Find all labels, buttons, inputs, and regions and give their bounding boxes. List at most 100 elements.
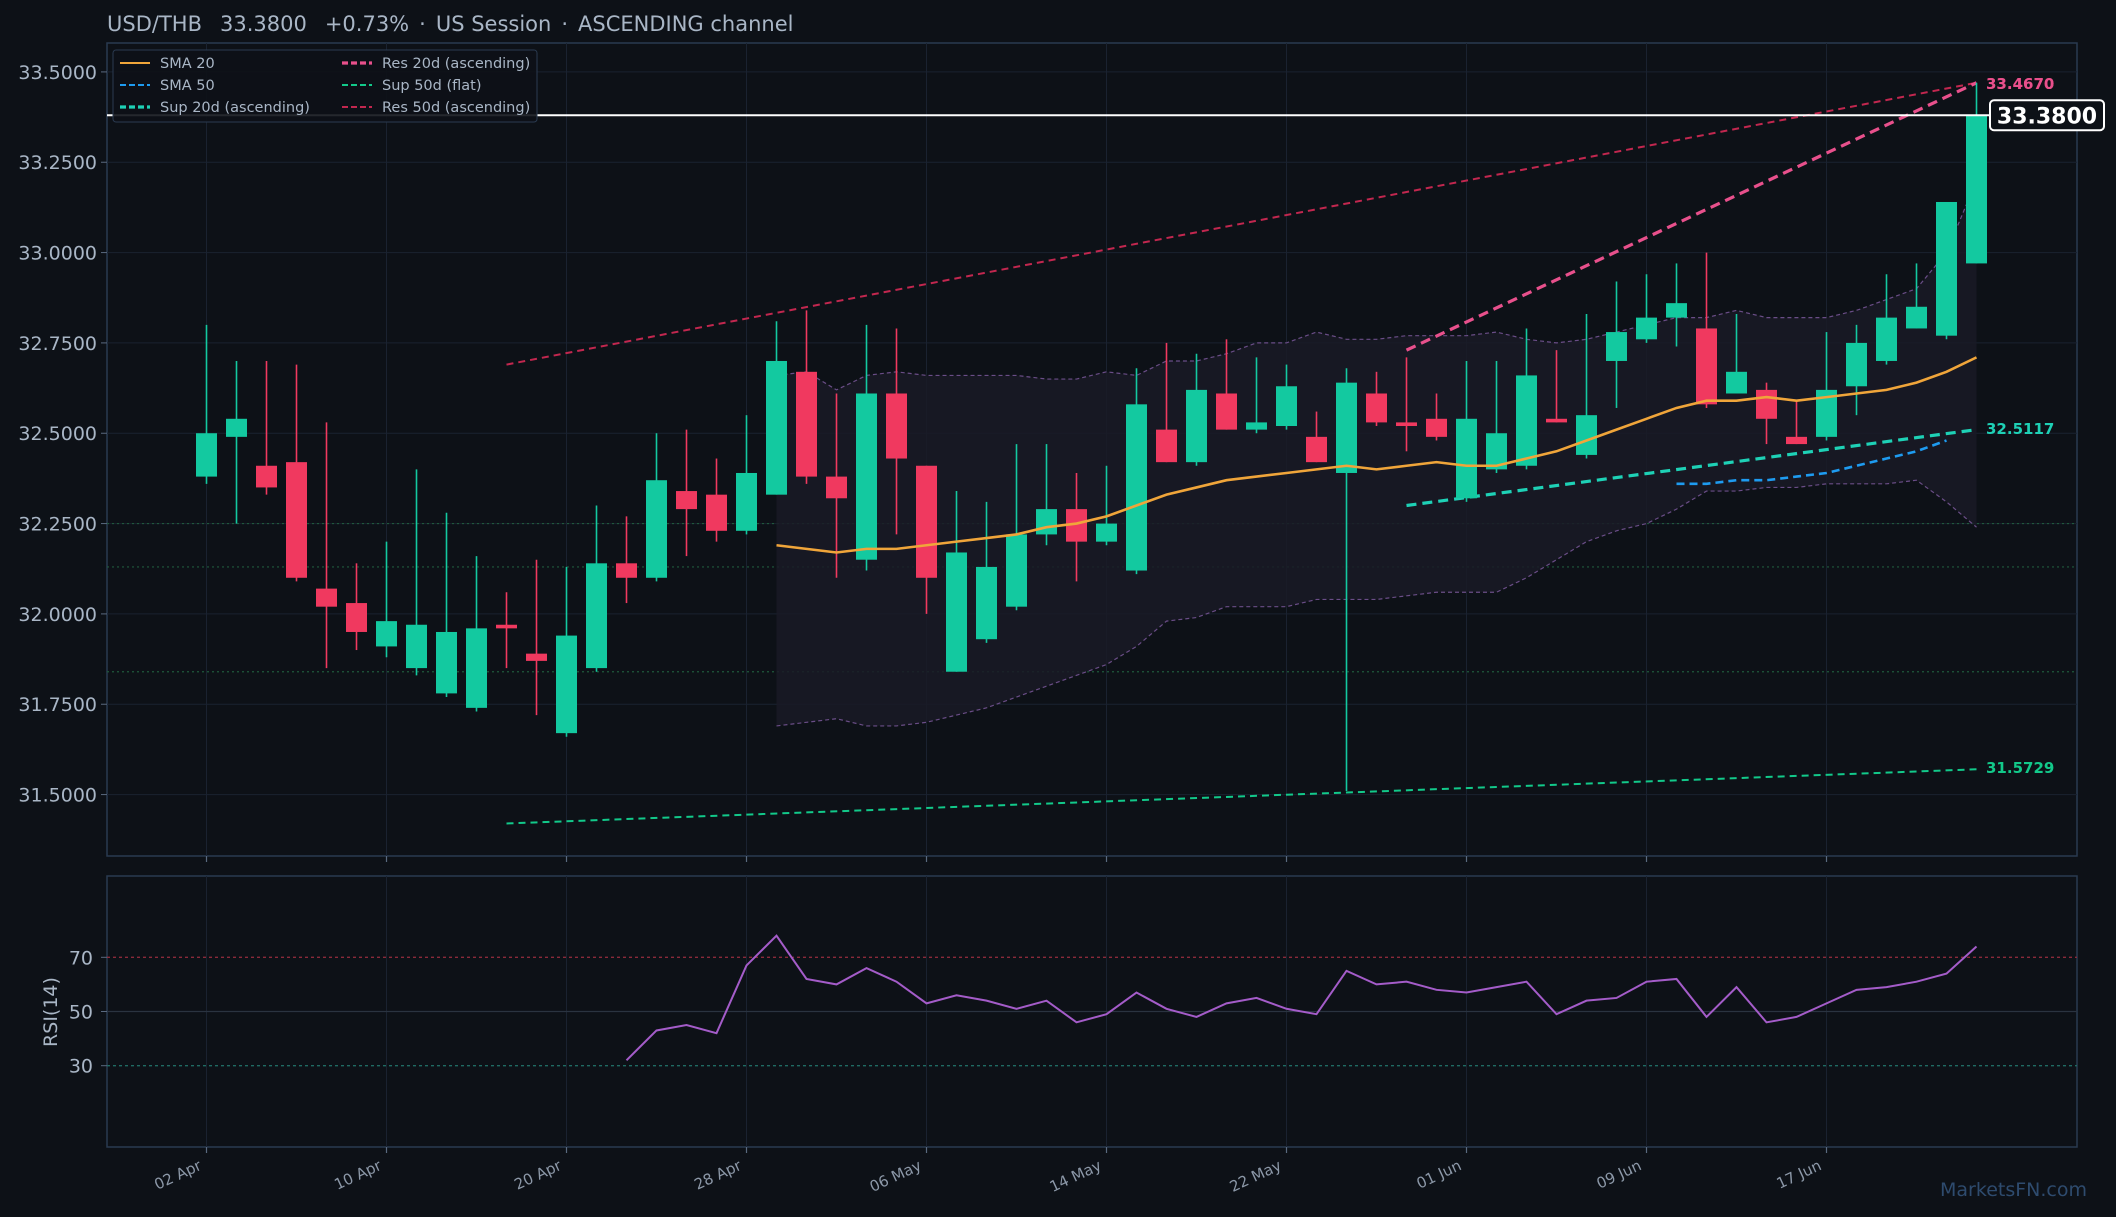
candle-body — [286, 462, 307, 578]
candle-body — [1186, 389, 1207, 463]
rsi-ytick-label: 30 — [69, 1056, 93, 1078]
candle-body — [586, 563, 607, 669]
legend-label: Sup 20d (ascending) — [160, 100, 310, 116]
legend-label: Res 20d (ascending) — [382, 56, 530, 72]
candle-body — [1066, 509, 1087, 542]
sma50-line — [1676, 439, 1947, 486]
legend-box — [112, 49, 538, 123]
bollinger-band — [776, 180, 1978, 727]
candle-body — [196, 433, 217, 477]
candle-body — [1246, 422, 1267, 430]
candle-body — [826, 476, 847, 499]
bollinger-lower — [776, 479, 1977, 727]
chart-title: USD/THB 33.3800 +0.73% · US Session · ASCENDIN… — [107, 12, 793, 36]
candle-body — [1966, 115, 1987, 264]
bollinger-fill — [776, 180, 1977, 726]
candle-body — [796, 371, 817, 477]
ytick-label: 32.0000 — [18, 604, 97, 626]
candle-body — [1786, 436, 1807, 445]
channel-res20 — [1405, 81, 1978, 352]
candle-body — [1096, 523, 1117, 542]
bollinger-upper — [776, 180, 1978, 391]
candle-body — [1516, 375, 1537, 466]
rsi-series-line — [625, 934, 1978, 1061]
candle-body — [646, 480, 667, 578]
candle-body — [1486, 433, 1507, 470]
candle-body — [496, 624, 517, 629]
legend-label: SMA 20 — [160, 56, 215, 72]
candle-body — [316, 588, 337, 607]
current-price-tag — [1989, 99, 2105, 132]
candle-body — [226, 418, 247, 437]
candle-body — [1726, 371, 1747, 394]
ytick-label: 31.7500 — [18, 694, 97, 716]
watermark: MarketsFN.com — [1940, 1179, 2087, 1201]
candle-body — [1006, 534, 1027, 607]
candle-body — [1876, 317, 1897, 361]
candle-body — [1696, 328, 1717, 405]
candle-body — [1666, 303, 1687, 318]
candle-body — [946, 552, 967, 672]
candle-body — [1366, 393, 1387, 423]
candle-body — [1576, 415, 1597, 455]
candle-body — [1156, 429, 1177, 463]
ytick-label: 32.5000 — [18, 423, 97, 445]
candle-body — [1546, 418, 1567, 423]
legend-label: Res 50d (ascending) — [382, 100, 530, 116]
candle-body — [1606, 332, 1627, 361]
rsi-ytick-label: 70 — [69, 947, 93, 969]
rsi-axis: 30 50 70 — [69, 947, 107, 1078]
legend: SMA 20 Res 20d (ascending) SMA 50 Sup 50d (… — [112, 49, 538, 123]
candle-body — [616, 563, 637, 578]
rsi-axis-label: RSI(14) — [40, 977, 62, 1047]
candle-body — [1936, 201, 1957, 336]
candle-body — [1906, 306, 1927, 329]
candle-body — [1426, 418, 1447, 437]
candle-body — [886, 393, 907, 459]
candle-body — [676, 491, 697, 510]
ytick-label: 33.0000 — [18, 243, 97, 265]
candle-body — [1456, 418, 1477, 499]
candle-body — [976, 566, 997, 640]
right-price-label: 32.5117 — [1986, 420, 2054, 438]
candle-body — [1276, 386, 1297, 427]
ytick-label: 32.7500 — [18, 333, 97, 355]
ytick-label: 31.5000 — [18, 785, 97, 807]
candle-body — [1336, 382, 1357, 473]
rsi-ytick-label: 50 — [69, 1002, 93, 1024]
legend-label: SMA 50 — [160, 78, 215, 94]
ytick-label: 33.2500 — [18, 152, 97, 174]
candle-body — [1306, 436, 1327, 463]
candle-body — [436, 631, 457, 694]
rsi-line — [625, 934, 1978, 1061]
candle-body — [346, 603, 367, 632]
candle-body — [466, 628, 487, 708]
candle-body — [1756, 389, 1777, 419]
candle-body — [526, 653, 547, 661]
right-price-label: 33.4670 — [1986, 75, 2054, 93]
rsi-grid — [107, 876, 2077, 1147]
legend-label: Sup 50d (flat) — [382, 78, 482, 94]
channel-sup50 — [506, 768, 1977, 825]
candle-body — [706, 494, 727, 531]
candle-body — [1816, 389, 1837, 437]
moving-averages — [776, 356, 1978, 554]
ytick-label: 32.2500 — [18, 514, 97, 536]
ytick-label: 33.5000 — [18, 62, 97, 84]
current-price-label: 33.3800 — [1997, 104, 2097, 129]
main-panel-frame — [106, 42, 2078, 857]
candle-body — [376, 621, 397, 647]
candle-body — [766, 360, 787, 495]
candle-body — [916, 465, 937, 578]
candle-body — [1396, 422, 1417, 427]
channel-res50 — [506, 81, 1977, 366]
candle-body — [1216, 393, 1237, 430]
candle-body — [1846, 342, 1867, 387]
candle-body — [1636, 317, 1657, 340]
price-axis: 31.5000 31.7500 32.0000 32.2500 32.5000 32.75… — [18, 62, 107, 807]
candle-body — [556, 635, 577, 734]
right-price-label: 31.5729 — [1986, 759, 2054, 777]
candle-body — [406, 624, 427, 669]
